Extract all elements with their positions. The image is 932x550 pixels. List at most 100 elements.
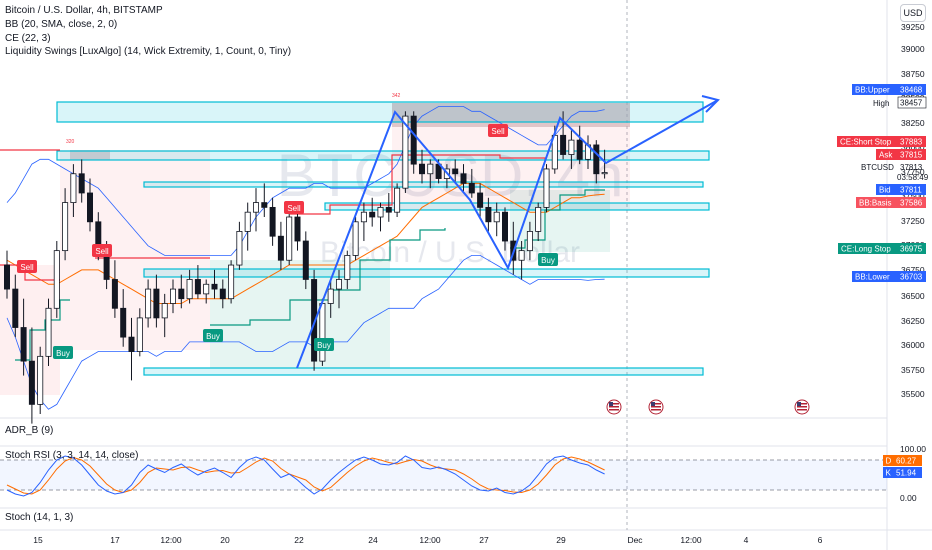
candle-down [452,168,459,175]
candle-down [593,144,600,175]
ce-short-stop-line [290,154,546,215]
legend-bb[interactable]: BB (20, SMA, close, 2, 0) [5,19,118,30]
candle-up [70,173,77,203]
ce-long-tag-value-bg [898,243,926,254]
us-flag-event-icon[interactable] [794,399,810,415]
bb-basis-tag-value-bg [898,197,926,208]
candle-down [28,360,35,405]
candle-up [169,288,176,304]
price-tick: 36000 [901,340,925,350]
legend-symbol[interactable]: Bitcoin / U.S. Dollar, 4h, BITSTAMP [5,5,163,16]
candle-down [219,288,226,300]
candle-up [526,231,533,252]
candle-up [402,115,409,189]
buy-signal[interactable]: Buy [538,253,558,266]
sell-signal[interactable]: Sell [284,201,304,214]
sell-signal-text: Sell [287,204,301,213]
time-tick: 12:00 [160,535,182,545]
price-tick: 37750 [901,167,925,177]
stoch-k-tag-value: 51.94 [896,469,917,478]
us-flag-event-icon[interactable] [606,399,622,415]
bb-upper-tag-value: 38468 [900,86,923,95]
watermark-name: Bitcoin / U.S. Dollar [320,236,580,269]
stoch-pane-label[interactable]: Stoch (14, 1, 3) [5,512,74,523]
candle-down [369,211,376,218]
candle-up [518,250,525,261]
us-flag-event-icon[interactable] [648,399,664,415]
stoch-rsi-pane-label[interactable]: Stoch RSI (3, 3, 14, 14, close) [5,450,139,461]
time-axis[interactable]: 15 17 12:00 20 22 24 12:00 27 29 Dec 12:… [33,535,822,545]
bb-upper-tag-label-bg [852,84,898,95]
time-tick: 24 [368,535,378,545]
liquidity-swing-zone [392,103,630,127]
bb-lower-tag-value-bg [898,271,926,282]
candle-up [236,231,243,266]
sell-signal[interactable]: Sell [92,244,112,257]
candle-down [385,206,392,213]
ce-short-zone [60,150,210,350]
price-tick: 37250 [901,216,925,226]
stoch-d-tag-value-bg [894,455,922,466]
buy-signal-text: Buy [206,332,220,341]
currency-button[interactable]: USD [900,4,926,22]
sell-signal[interactable]: Sell [488,124,508,137]
stoch-d-tag-value: 60.27 [896,457,917,466]
candle-down [460,173,467,184]
adr-pane-label[interactable]: ADR_B (9) [5,425,54,436]
ce-long-tag-value: 36975 [900,245,923,254]
buy-signal-text: Buy [317,341,331,350]
legend-liquidity-swings[interactable]: Liquidity Swings [LuxAlgo] (14, Wick Ext… [5,46,292,57]
legend-ce[interactable]: CE (22, 3) [5,33,51,44]
support-zone[interactable] [143,367,704,376]
price-tags: BB:Upper 38468 High 38457 CE:Short Stop … [837,84,929,282]
candle-down [12,288,19,328]
buy-signal[interactable]: Buy [314,338,334,351]
candle-up [145,288,152,319]
sell-signal-text: Sell [491,127,505,136]
candle-down [261,202,268,208]
time-tick: 17 [110,535,120,545]
support-zone[interactable] [143,181,704,188]
bb-lower-tag-label: BB:Lower [855,273,890,282]
candle-down [20,327,27,362]
resistance-zone[interactable] [56,150,710,161]
candle-down [302,240,309,280]
candle-up [601,172,608,175]
trend-drawing[interactable] [296,99,719,369]
candle-down [128,336,135,352]
candle-down [485,206,492,223]
candle-up [493,211,500,223]
candle-down [576,139,583,160]
ce-short-tag-value: 37883 [900,138,923,147]
bb-basis-tag-value: 37586 [900,199,923,208]
bb-upper-tag-value-bg [898,84,926,95]
candle-down [418,163,425,175]
candle-up [535,206,542,232]
candle-up [244,211,251,232]
candle-up [360,211,367,223]
buy-signal[interactable]: Buy [203,329,223,342]
support-zone[interactable] [143,268,710,278]
stoch-d-tag-label: D [886,457,892,466]
candles-group [4,111,608,424]
time-tick: 6 [818,535,823,545]
candle-down [410,115,417,165]
sell-signal[interactable]: Sell [17,260,37,273]
candle-down [501,211,508,242]
price-tick: 38250 [901,118,925,128]
stoch-band [0,460,887,490]
price-tick: 39250 [901,22,925,32]
buy-signal-text: Buy [541,256,555,265]
trend-arrowhead[interactable] [701,95,720,113]
stoch-k-tag-label-bg [883,467,894,478]
bid-tag-value: 37811 [900,186,922,195]
candle-down [468,182,475,194]
candle-up [327,288,334,304]
support-zone[interactable] [324,202,710,211]
buy-signal[interactable]: Buy [53,346,73,359]
bid-tag-label-bg [876,184,898,195]
candle-up [286,216,293,261]
resistance-zone[interactable] [56,101,704,123]
